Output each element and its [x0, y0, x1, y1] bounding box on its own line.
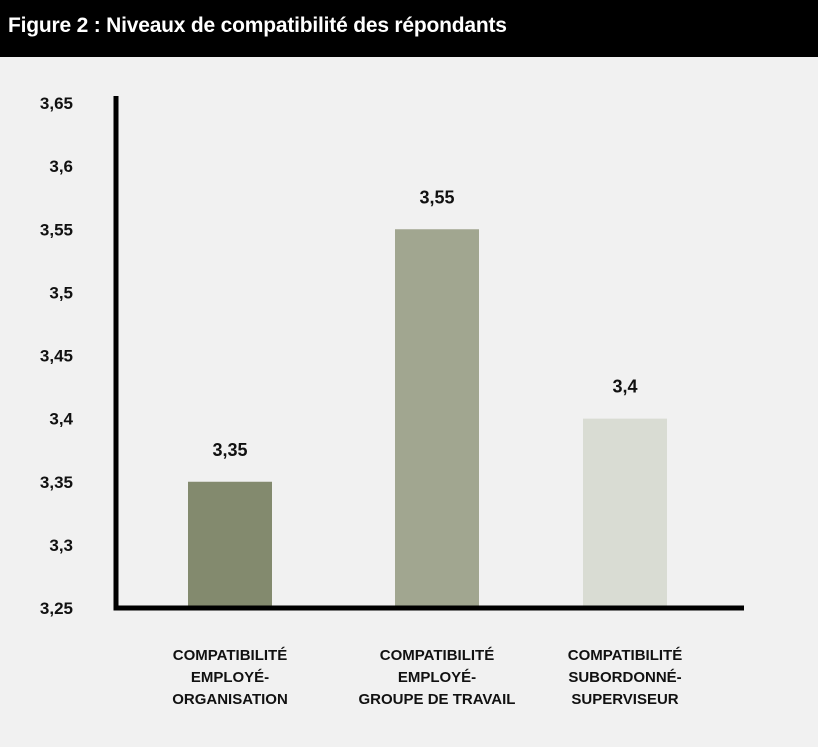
- y-tick-label: 3,65: [40, 94, 73, 113]
- y-tick-label: 3,6: [49, 157, 73, 176]
- data-label-2: 3,55: [419, 187, 454, 207]
- bar-1: [188, 481, 272, 608]
- category-label-1: ORGANISATION: [172, 691, 288, 708]
- y-tick-label: 3,45: [40, 347, 73, 366]
- y-tick-label: 3,55: [40, 220, 73, 239]
- data-label-1: 3,35: [212, 440, 247, 460]
- category-label-3: COMPATIBILITÉ: [568, 647, 682, 664]
- bar-3: [583, 418, 667, 608]
- category-label-2: EMPLOYÉ-: [398, 669, 476, 686]
- bar-2: [395, 229, 479, 608]
- figure-title-bar: Figure 2 : Niveaux de compatibilité des …: [0, 0, 818, 57]
- figure-title: Figure 2 : Niveaux de compatibilité des …: [8, 14, 507, 37]
- y-tick-label: 3,25: [40, 599, 73, 618]
- category-label-3: SUPERVISEUR: [571, 691, 678, 708]
- y-tick-label: 3,3: [49, 536, 73, 555]
- y-tick-label: 3,35: [40, 473, 73, 492]
- y-tick-label: 3,5: [49, 283, 73, 302]
- y-tick-label: 3,4: [49, 410, 73, 429]
- category-label-1: EMPLOYÉ-: [191, 669, 269, 686]
- category-label-1: COMPATIBILITÉ: [173, 647, 287, 664]
- category-label-2: GROUPE DE TRAVAIL: [359, 691, 516, 708]
- category-label-3: SUBORDONNÉ-: [568, 669, 681, 686]
- data-label-3: 3,4: [612, 377, 637, 397]
- category-label-2: COMPATIBILITÉ: [380, 647, 494, 664]
